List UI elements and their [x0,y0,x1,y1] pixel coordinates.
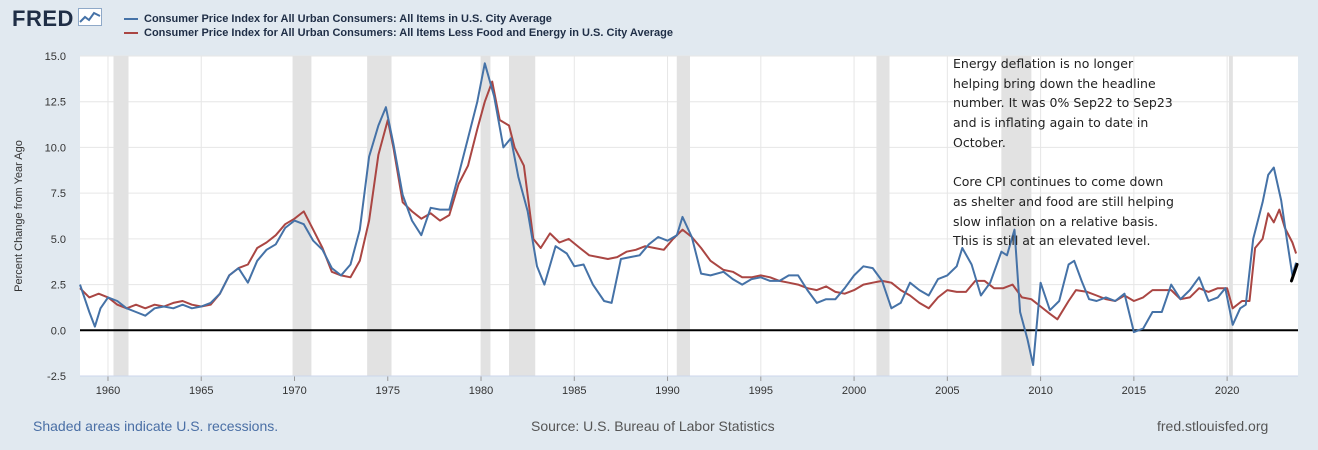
y-tick-label: 2.5 [51,280,66,292]
recession-note[interactable]: Shaded areas indicate U.S. recessions. [33,418,279,434]
x-tick-label: 1970 [282,385,306,397]
x-tick-label: 1985 [562,385,586,397]
annotation-textbox: Energy deflation is no longer helping br… [953,54,1181,251]
y-tick-label: 12.5 [45,97,66,109]
legend-label-core: Consumer Price Index for All Urban Consu… [144,27,673,39]
recession-band-overlay-3 [481,56,491,376]
x-tick-label: 1995 [749,385,773,397]
recession-band-overlay-5 [676,56,690,376]
y-tick-label: 7.5 [51,188,66,200]
x-tick-label: 2000 [842,385,866,397]
x-tick-label: 1965 [189,385,213,397]
y-axis-title: Percent Change from Year Ago [13,140,25,292]
x-tick-label: 2010 [1028,385,1052,397]
legend-swatch-core [124,32,138,34]
fred-logo-text: FRED [12,6,74,31]
y-tick-label: -2.5 [47,371,66,383]
x-tick-label: 1960 [96,385,120,397]
x-tick-label: 1990 [655,385,679,397]
line-chart-icon [77,7,102,31]
recession-band-overlay-2 [367,56,392,376]
x-tick-label: 1980 [469,385,493,397]
recession-band-overlay-6 [876,56,890,376]
x-tick-label: 2015 [1122,385,1146,397]
legend-item-core[interactable]: Consumer Price Index for All Urban Consu… [124,26,673,40]
legend-label-all-items: Consumer Price Index for All Urban Consu… [144,13,552,25]
annotation-paragraph-energy: Energy deflation is no longer helping br… [953,56,1173,150]
chart-legend: Consumer Price Index for All Urban Consu… [124,12,673,40]
recession-band-overlay-1 [292,56,312,376]
recession-band-overlay-8 [1228,56,1233,376]
recession-band-overlay-0 [113,56,129,376]
x-tick-label: 2005 [935,385,959,397]
y-tick-label: 5.0 [51,234,66,246]
y-tick-label: 0.0 [51,325,66,337]
recession-band-overlay-7 [1001,56,1032,376]
y-tick-label: 10.0 [45,142,66,154]
legend-swatch-all-items [124,18,138,20]
chart-header: FRED Consumer Price Index for All Urban … [0,0,1318,46]
x-tick-label: 1975 [376,385,400,397]
chart-area: 15.0 12.5 10.0 7.5 5.0 2.5 0.0 -2.5 1960 1965 1970… [0,46,1318,406]
site-link[interactable]: fred.stlouisfed.org [1157,418,1269,434]
x-tick-label: 2020 [1215,385,1239,397]
series-line-all-items [79,62,1298,366]
y-tick-label: 15.0 [45,51,66,63]
legend-item-all-items[interactable]: Consumer Price Index for All Urban Consu… [124,12,673,26]
fred-logo[interactable]: FRED [12,6,102,32]
hand-drawn-mark [1289,262,1299,283]
annotation-paragraph-core: Core CPI continues to come down as shelt… [953,174,1174,249]
cpi-chart[interactable]: 15.0 12.5 10.0 7.5 5.0 2.5 0.0 -2.5 1960 1965 1970… [0,46,1318,406]
source-note: Source: U.S. Bureau of Labor Statistics [531,418,775,434]
